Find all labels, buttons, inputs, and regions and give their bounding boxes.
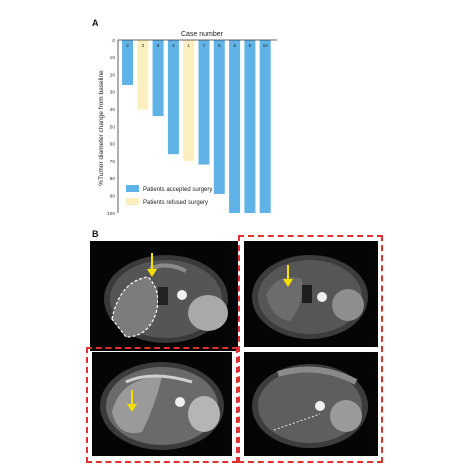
bar-case-2 bbox=[122, 40, 133, 85]
y-tick-label: 0 bbox=[112, 38, 115, 44]
bar-case-9 bbox=[244, 40, 256, 213]
category-label: 3 bbox=[142, 43, 145, 48]
category-label: 9 bbox=[249, 43, 252, 48]
legend-swatch-accepted bbox=[126, 185, 139, 192]
category-label: 5 bbox=[218, 43, 221, 48]
category-label: 7 bbox=[203, 43, 206, 48]
bar-chart: Case number %Tumor diameter change from … bbox=[98, 31, 277, 217]
legend-swatch-refused bbox=[126, 198, 139, 205]
panel-b-label: B bbox=[92, 229, 99, 239]
category-label: 2 bbox=[126, 43, 129, 48]
mri-image-top-left bbox=[90, 241, 238, 351]
highlight-box-bottom-left bbox=[86, 347, 238, 463]
panel-a-label: A bbox=[92, 18, 99, 28]
bar-case-1 bbox=[183, 40, 195, 162]
mri-image-bottom-left bbox=[92, 352, 232, 456]
bar-case-3 bbox=[137, 40, 149, 110]
y-tick-label: 80 bbox=[110, 176, 116, 182]
bar-case-8 bbox=[152, 40, 164, 117]
mri-image-top-right bbox=[244, 241, 378, 347]
arrow-icon bbox=[147, 253, 157, 277]
y-tick-label: 40 bbox=[110, 107, 116, 113]
bar-case-7 bbox=[198, 40, 210, 165]
bar-case-5 bbox=[213, 40, 225, 194]
mri-image-bottom-right bbox=[244, 352, 378, 456]
category-label: 10 bbox=[263, 43, 269, 48]
y-tick-label: 20 bbox=[110, 72, 116, 78]
legend-label-accepted: Patients accepted surgery bbox=[143, 187, 212, 193]
y-tick-label: 100 bbox=[107, 211, 115, 217]
category-label: 4 bbox=[172, 43, 175, 48]
bar-case-4 bbox=[167, 40, 179, 155]
y-tick-label: 70 bbox=[110, 159, 116, 165]
chart-title: Case number bbox=[181, 31, 224, 38]
bar-case-6 bbox=[229, 40, 241, 213]
category-label: 6 bbox=[233, 43, 236, 48]
legend-label-refused: Patients refused surgery bbox=[143, 200, 208, 206]
y-tick-label: 60 bbox=[110, 142, 116, 148]
y-tick-label: 90 bbox=[110, 194, 116, 200]
y-tick-label: 30 bbox=[110, 90, 116, 96]
highlight-box-right-column bbox=[238, 235, 383, 463]
y-axis-label: %Tumor diameter change from baseline bbox=[98, 70, 105, 186]
arrow-icon bbox=[127, 390, 137, 412]
y-tick-label: 50 bbox=[110, 124, 116, 130]
arrow-icon bbox=[283, 265, 293, 287]
category-label: 1 bbox=[187, 43, 190, 48]
category-label: 8 bbox=[157, 43, 160, 48]
bar-case-10 bbox=[259, 40, 271, 213]
y-tick-label: 10 bbox=[110, 55, 116, 61]
